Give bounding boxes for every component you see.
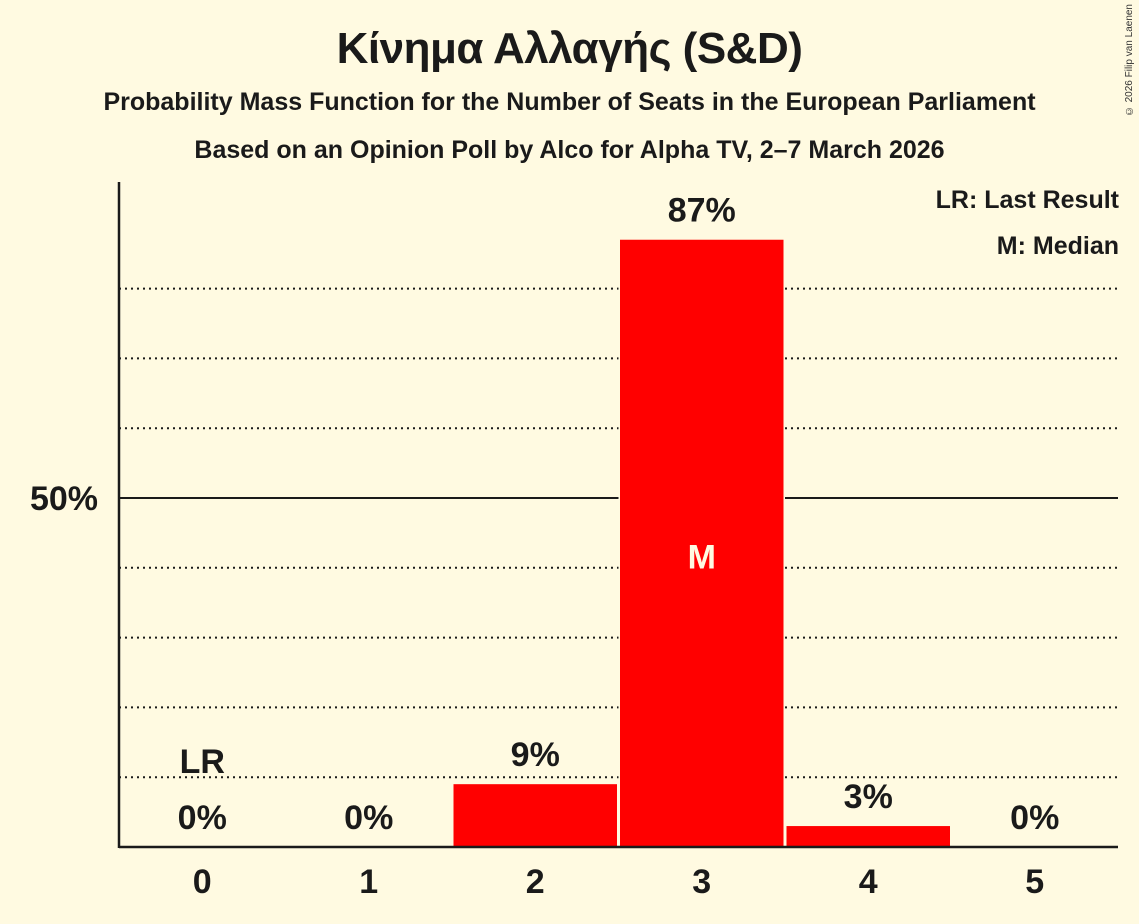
x-tick-label: 2 xyxy=(526,863,545,901)
median-marker: M xyxy=(688,538,716,576)
x-tick-label: 0 xyxy=(193,863,212,901)
value-label: 87% xyxy=(668,192,736,230)
x-tick-label: 1 xyxy=(359,863,378,901)
bar-seats-2 xyxy=(453,784,617,847)
x-tick-label: 4 xyxy=(859,863,878,901)
value-label: 0% xyxy=(344,799,393,837)
value-label: 3% xyxy=(844,778,893,816)
y-tick-label: 50% xyxy=(30,480,98,518)
chart-source: Based on an Opinion Poll by Alco for Alp… xyxy=(194,136,945,164)
bar-seats-3 xyxy=(620,239,784,848)
chart-title: Κίνημα Αλλαγής (S&D) xyxy=(336,24,803,73)
chart-subtitle: Probability Mass Function for the Number… xyxy=(103,88,1036,116)
value-label: 0% xyxy=(178,799,227,837)
bar-seats-4 xyxy=(786,826,950,847)
x-tick-label: 5 xyxy=(1025,863,1044,901)
legend-last-result: LR: Last Result xyxy=(935,186,1119,214)
value-label: 9% xyxy=(511,736,560,774)
last-result-marker: LR xyxy=(180,743,225,781)
value-label: 0% xyxy=(1010,799,1059,837)
legend-median: M: Median xyxy=(996,232,1119,260)
x-tick-label: 3 xyxy=(692,863,711,901)
